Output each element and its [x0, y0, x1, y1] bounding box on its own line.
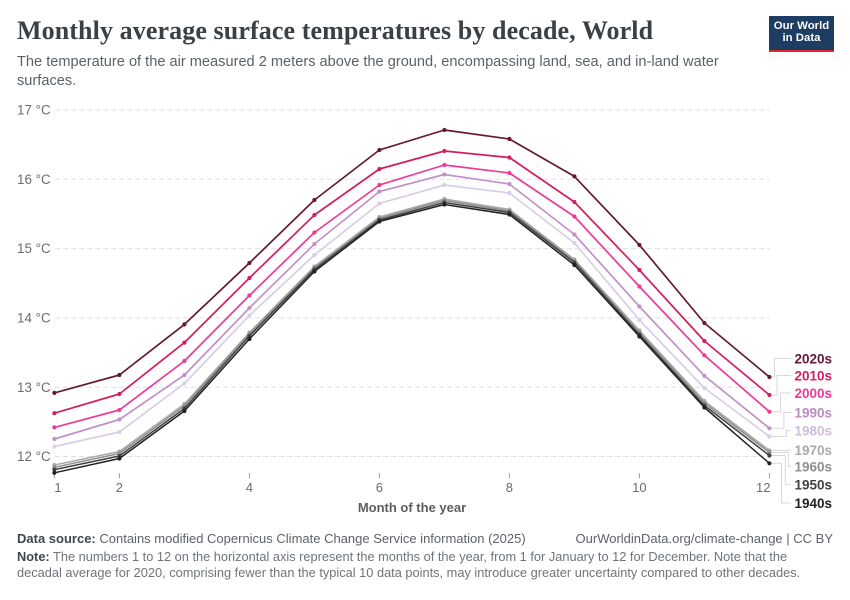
svg-text:1950s: 1950s — [795, 477, 833, 492]
svg-text:1990s: 1990s — [795, 405, 833, 420]
svg-text:4: 4 — [246, 480, 253, 495]
svg-text:2020s: 2020s — [795, 351, 833, 366]
svg-text:1980s: 1980s — [795, 423, 833, 438]
svg-text:1960s: 1960s — [795, 459, 833, 474]
svg-text:13 °C: 13 °C — [17, 380, 51, 395]
svg-text:1970s: 1970s — [795, 443, 833, 458]
svg-text:12: 12 — [756, 480, 770, 495]
svg-text:2000s: 2000s — [795, 386, 833, 401]
svg-text:17 °C: 17 °C — [17, 103, 51, 118]
svg-text:15 °C: 15 °C — [17, 241, 51, 256]
svg-text:1940s: 1940s — [795, 496, 833, 511]
svg-text:8: 8 — [506, 480, 513, 495]
svg-text:14 °C: 14 °C — [17, 311, 51, 326]
svg-text:1: 1 — [54, 480, 61, 495]
svg-text:10: 10 — [632, 480, 646, 495]
svg-text:12 °C: 12 °C — [17, 449, 51, 464]
svg-text:6: 6 — [376, 480, 383, 495]
svg-text:2: 2 — [116, 480, 123, 495]
svg-text:Month of the year: Month of the year — [358, 500, 466, 515]
svg-text:2010s: 2010s — [795, 368, 833, 383]
svg-text:16 °C: 16 °C — [17, 172, 51, 187]
